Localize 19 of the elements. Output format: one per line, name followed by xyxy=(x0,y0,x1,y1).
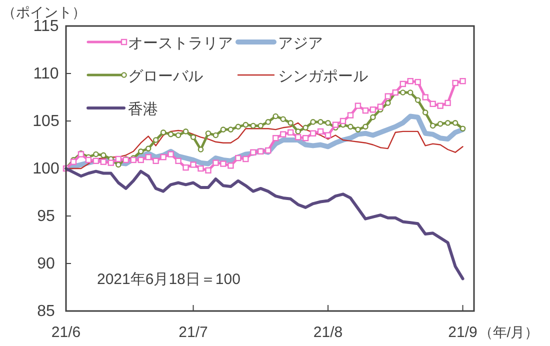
y-axis-title: （ポイント） xyxy=(2,4,86,20)
x-tick-label: 21/7 xyxy=(178,324,208,341)
legend-label: オーストラリア xyxy=(128,35,233,52)
y-tick-label: 115 xyxy=(33,18,59,35)
legend-label: アジア xyxy=(278,35,323,52)
y-tick-label: 95 xyxy=(37,208,55,225)
y-tick-label: 100 xyxy=(32,160,60,178)
legend-label: 香港 xyxy=(128,101,158,118)
y-tick-label: 105 xyxy=(32,113,60,130)
y-tick-label: 110 xyxy=(33,66,59,82)
x-tick-label: 21/9 xyxy=(448,324,478,341)
x-axis-title: （年/月） xyxy=(478,324,539,340)
x-tick-label: 21/8 xyxy=(313,324,343,341)
y-tick-label: 90 xyxy=(37,256,55,272)
legend-label: グローバル xyxy=(128,68,203,85)
x-tick-label: 21/6 xyxy=(51,324,81,341)
legend-label: シンガポール xyxy=(278,68,368,85)
y-tick-label: 85 xyxy=(37,303,55,320)
annotation: 2021年6月18日＝100 xyxy=(97,271,240,288)
